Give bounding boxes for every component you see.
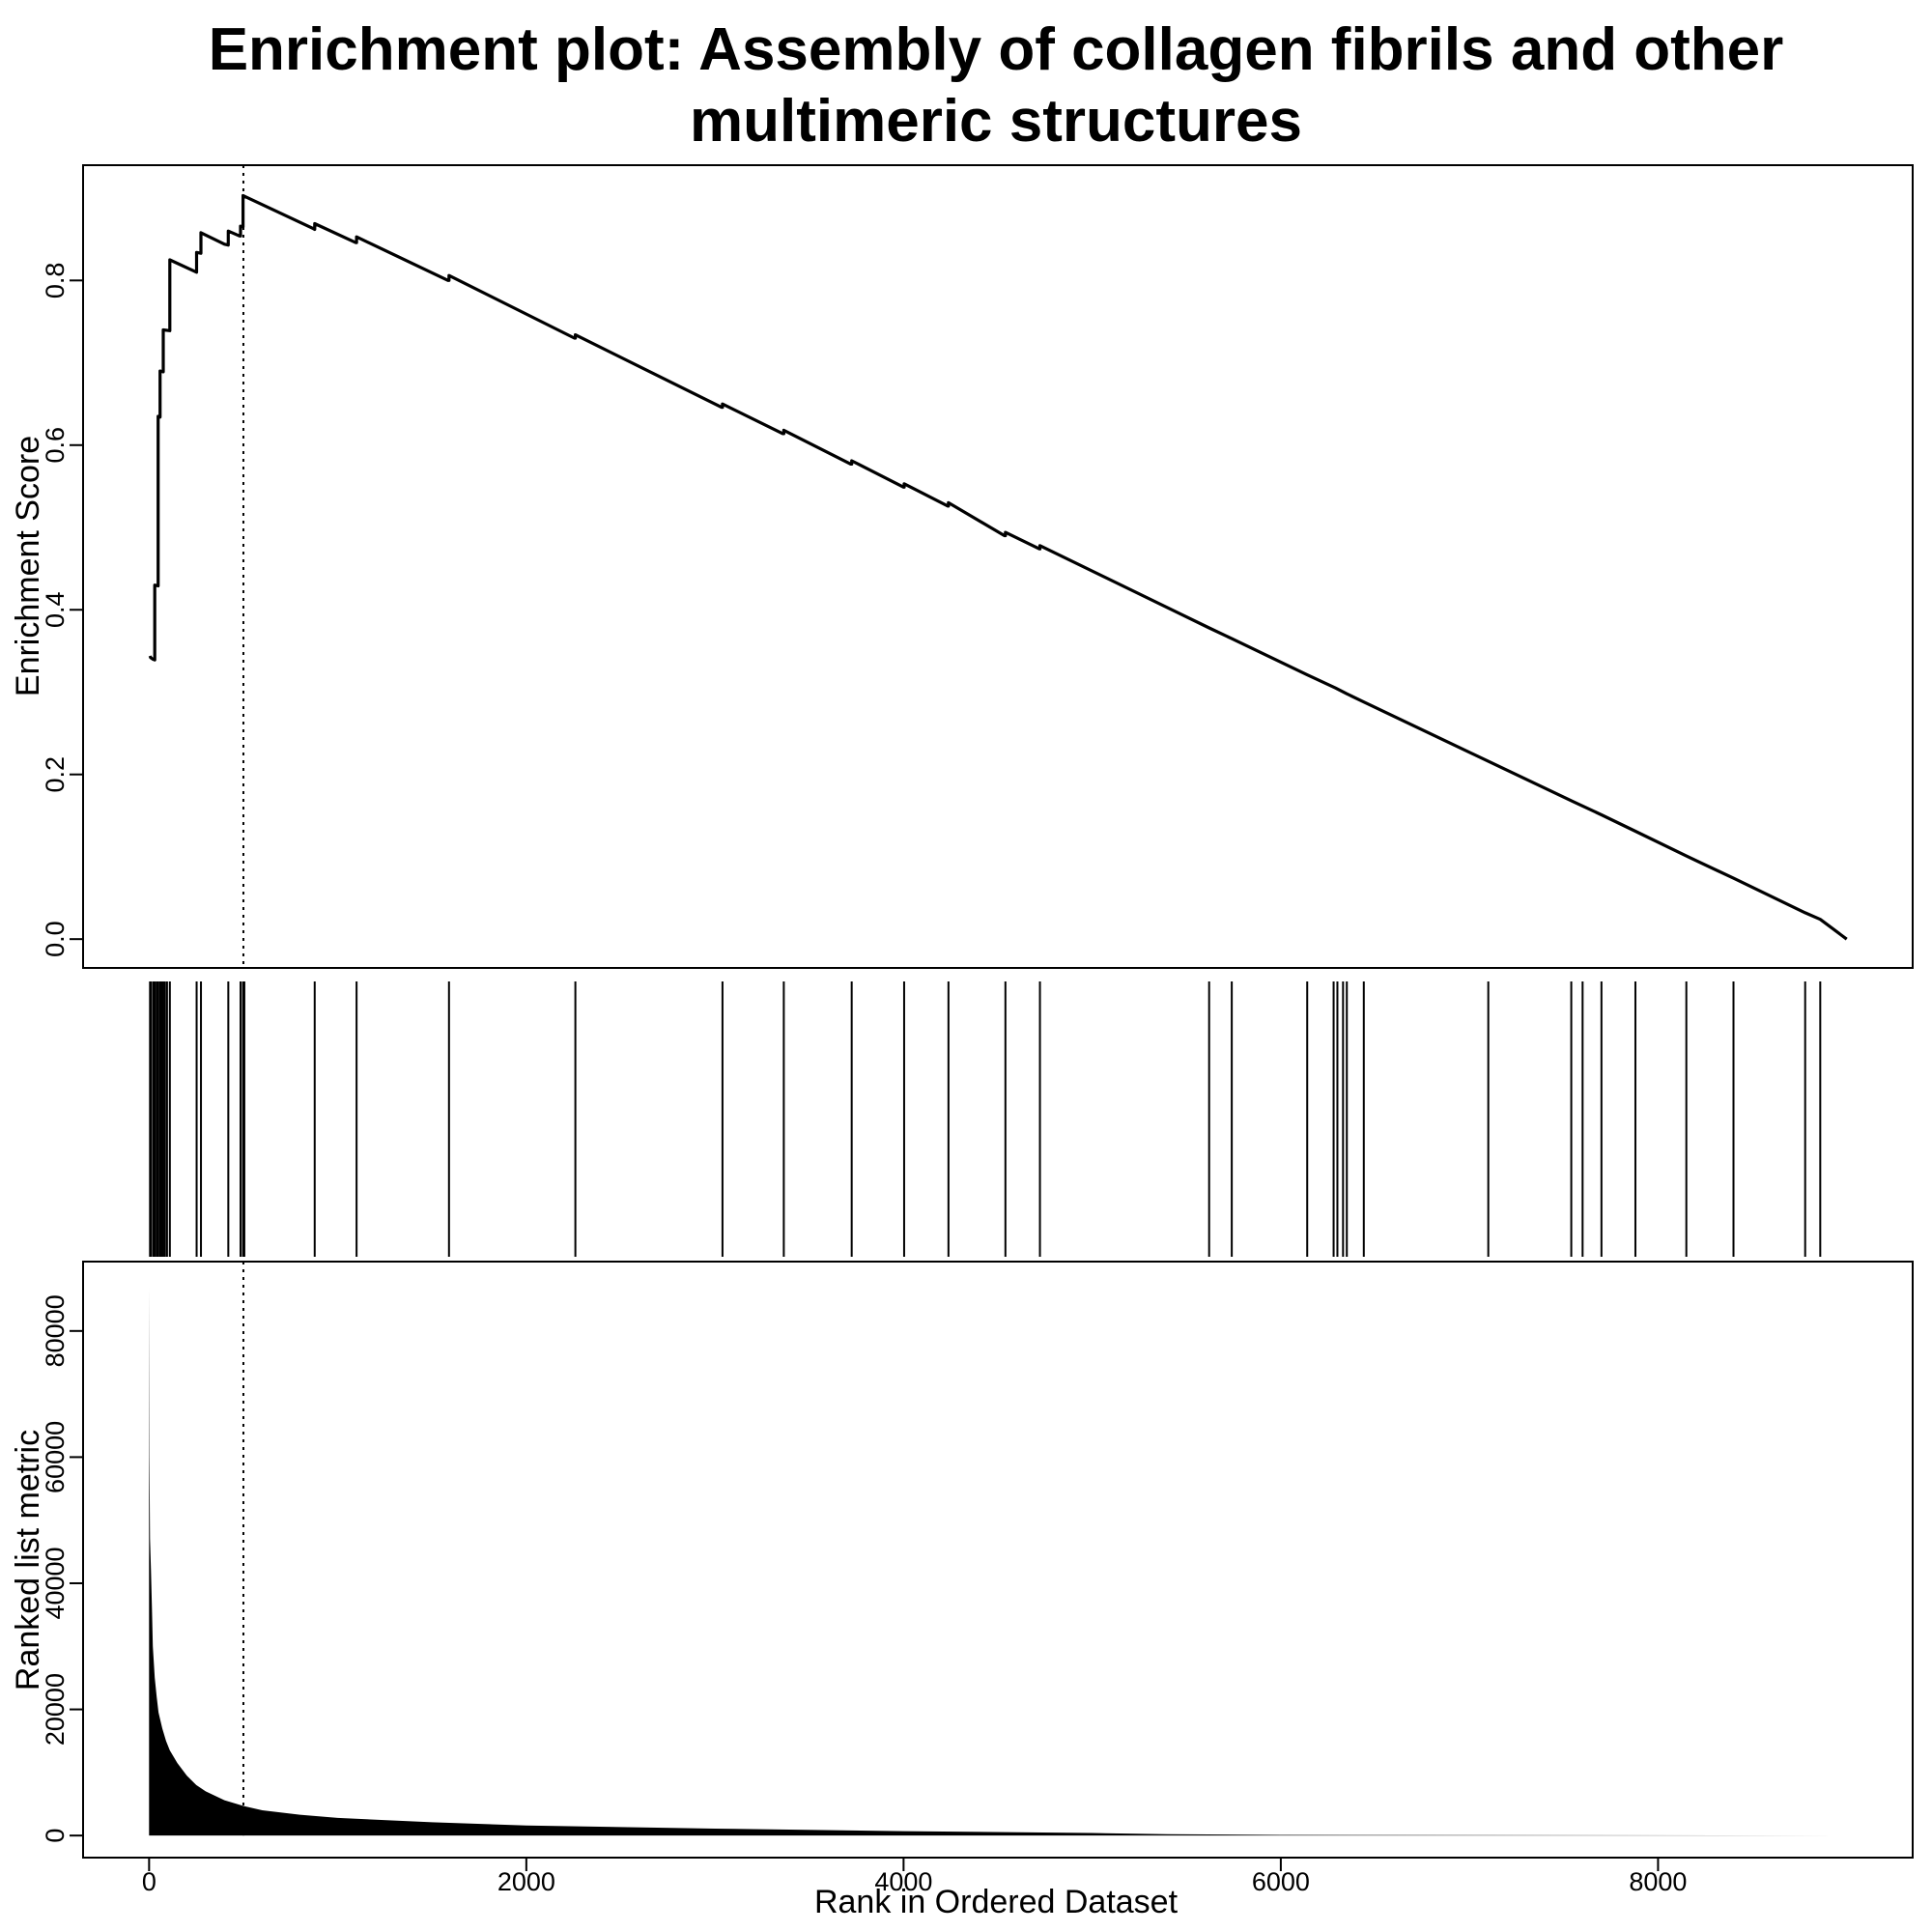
metric-y-axis-label: Ranked list metric — [10, 1430, 46, 1690]
enrichment-y-ticks: 0.0 0.2 0.4 0.6 0.8 — [41, 263, 83, 957]
metric-y-tick-label: 40000 — [41, 1547, 70, 1619]
enrichment-panel-frame — [82, 164, 1914, 969]
x-tick-label: 6000 — [1252, 1867, 1310, 1896]
metric-y-tick-label: 0 — [41, 1829, 70, 1843]
chart-title-line1: Enrichment plot: Assembly of collagen fi… — [209, 16, 1784, 83]
gene-hits-panel — [149, 981, 1822, 1257]
metric-y-tick-label: 20000 — [41, 1673, 70, 1746]
x-tick-label: 0 — [142, 1867, 156, 1896]
enrichment-y-tick-label: 0.6 — [41, 427, 70, 464]
enrichment-panel: 0.0 0.2 0.4 0.6 0.8 Enrichment Score — [10, 164, 1914, 969]
x-axis-label: Rank in Ordered Dataset — [814, 1884, 1179, 1920]
x-tick-label: 4000 — [874, 1867, 932, 1896]
ranked-metric-area — [149, 1287, 1847, 1836]
x-tick-label: 8000 — [1629, 1867, 1687, 1896]
chart-title-line2: multimeric structures — [690, 88, 1302, 155]
metric-y-tick-label: 60000 — [41, 1421, 70, 1493]
x-axis-ticks: 0 2000 4000 6000 8000 — [142, 1858, 1687, 1896]
x-tick-label: 2000 — [497, 1867, 555, 1896]
enrichment-y-axis-label: Enrichment Score — [10, 436, 46, 696]
enrichment-y-tick-label: 0.8 — [41, 263, 70, 299]
metric-y-tick-label: 80000 — [41, 1294, 70, 1367]
enrichment-y-tick-label: 0.2 — [41, 756, 70, 793]
enrichment-y-tick-label: 0.4 — [41, 591, 70, 628]
metric-panel-frame — [82, 1261, 1914, 1859]
enrichment-y-tick-label: 0.0 — [41, 921, 70, 957]
metric-y-ticks: 0 20000 40000 60000 80000 — [41, 1294, 83, 1843]
enrichment-score-line — [148, 193, 1848, 941]
